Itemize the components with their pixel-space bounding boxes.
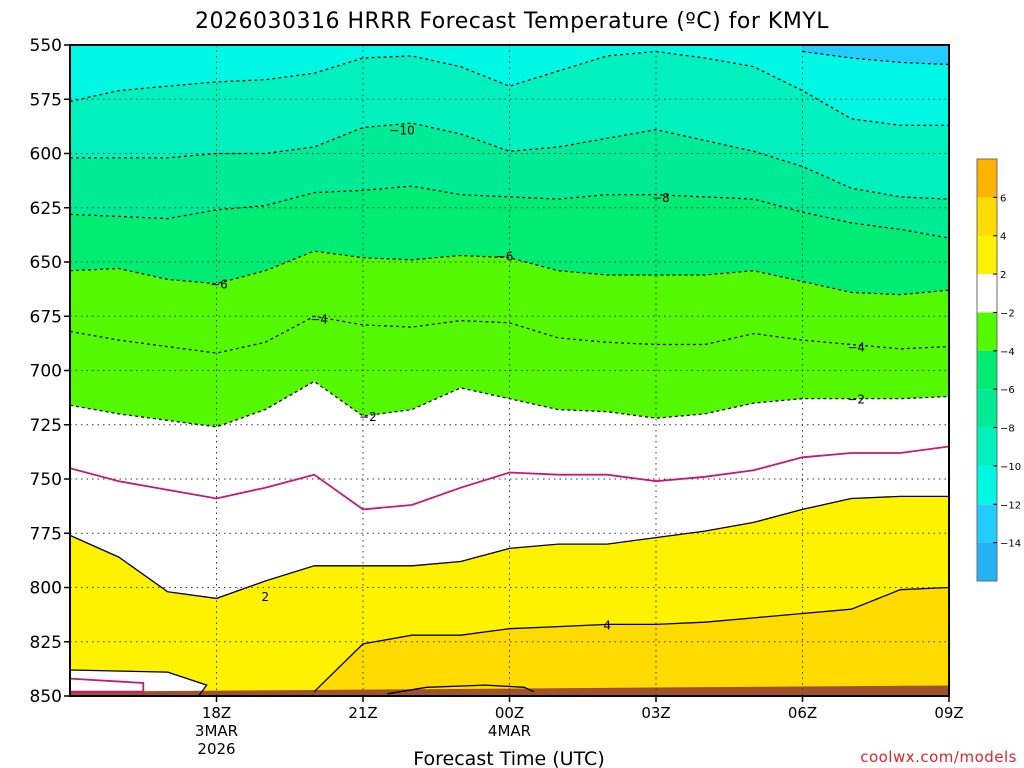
temperature-fill-bands [70,45,949,696]
contour-label-9: 4 [603,618,611,632]
contour-0 [70,445,949,511]
y-tick-label-625: 625 [30,199,62,219]
x-tick-date-00Z: 4MAR [488,722,531,740]
isotherm-contours [70,50,949,696]
y-tick-label-775: 775 [30,524,62,544]
colorbar-swatch--8 [977,389,997,428]
colorbar-swatch--10 [977,427,997,466]
contour-label-0: −10 [389,124,414,138]
y-tick-label-825: 825 [30,633,62,653]
contour--4 [70,315,949,354]
contour-pocket-2 [70,669,208,696]
contour-label-1: −8 [652,191,670,205]
contour-labels: −10 −8 −6 −6 −4 −4 −2 −2 2 4 [210,124,865,633]
temperature-band-6 [70,381,949,599]
ground-surface-band [70,685,949,696]
y-tick-label-850: 850 [30,687,62,707]
contour-pocket-4 [387,684,535,695]
colorbar-label--12: −12 [1000,500,1021,511]
x-tick-date-18Z: 3MAR [195,722,238,740]
x-tick-label-09Z: 09Z [934,704,963,722]
x-tick-label-06Z: 06Z [788,704,817,722]
y-tick-label-675: 675 [30,307,62,327]
colorbar-label--14: −14 [1000,539,1021,550]
contour-label-2: −6 [210,278,228,292]
y-tick-label-725: 725 [30,416,62,436]
colorbar-swatch-6 [977,159,997,198]
contour-label-4: −4 [310,312,328,326]
colorbar-label--6: −6 [1000,385,1015,396]
colorbar-swatch--4 [977,312,997,351]
y-tick-label-650: 650 [30,253,62,273]
x-tick-label-00Z: 00Z [495,704,524,722]
contour--2 [70,380,949,428]
x-tick-label-18Z: 18Z [202,704,231,722]
contour-pocket-0 [70,677,145,693]
ground-band [70,685,949,696]
colorbar-label--10: −10 [1000,462,1021,473]
colorbar-label--4: −4 [1000,347,1015,358]
colorbar-swatch--12 [977,465,997,505]
colorbar-label-4: 4 [1000,232,1006,243]
x-tick-label-21Z: 21Z [348,704,377,722]
y-tick-label-575: 575 [30,90,62,110]
colorbar-swatch-2 [977,235,997,275]
temperature-band-5 [70,316,949,427]
y-tick-label-600: 600 [30,145,62,165]
chart-title: 2026030316 HRRR Forecast Temperature (ºC… [195,9,829,34]
temperature-band-0 [70,45,949,126]
colorbar-swatch-4 [977,197,997,236]
y-tick-label-800: 800 [30,579,62,599]
contour-label-8: 2 [262,590,270,604]
colorbar-swatch--14 [977,504,997,543]
contour-2 [70,495,949,600]
temperature-band-4 [70,251,949,354]
credit-text: coolwx.com/models [860,748,1017,766]
colorbar-swatch--2 [977,274,997,313]
temperature-band-3 [70,186,949,295]
x-tick-label-03Z: 03Z [641,704,670,722]
colorbar-frame [976,158,998,582]
contour-label-5: −4 [847,341,865,355]
contour--10 [70,122,949,200]
colorbar-label-2: 2 [1000,270,1006,281]
y-tick-label-750: 750 [30,470,62,490]
temperature-band-1 [70,51,949,200]
colorbar-label--8: −8 [1000,424,1015,435]
x-axis-label: Forecast Time (UTC) [413,748,604,768]
pressure-axis: 550 575 600 625 650 675 700 725 750 775 800 825 850 [30,36,70,707]
contour-label-6: −2 [359,410,377,424]
contour-4 [313,586,949,693]
y-tick-label-550: 550 [30,36,62,56]
x-tick-year-18Z: 2026 [197,740,235,758]
temperature-band-cold-pocket [802,45,949,65]
contour--16 [802,50,949,66]
y-tick-label-700: 700 [30,362,62,382]
colorbar-label-6: 6 [1000,193,1006,204]
contour-label-7: −2 [847,393,865,407]
colorbar-swatch--16 [977,542,997,581]
contour--6 [70,250,949,296]
contour-label-3: −6 [496,249,514,263]
colorbar-legend: −14 −12 −10 −8 −6 −4 −2 2 4 6 [976,158,1021,582]
temperature-band-2 [70,123,949,239]
contour--12 [70,50,949,126]
colorbar-swatch--6 [977,350,997,390]
colorbar-label--2: −2 [1000,308,1015,319]
